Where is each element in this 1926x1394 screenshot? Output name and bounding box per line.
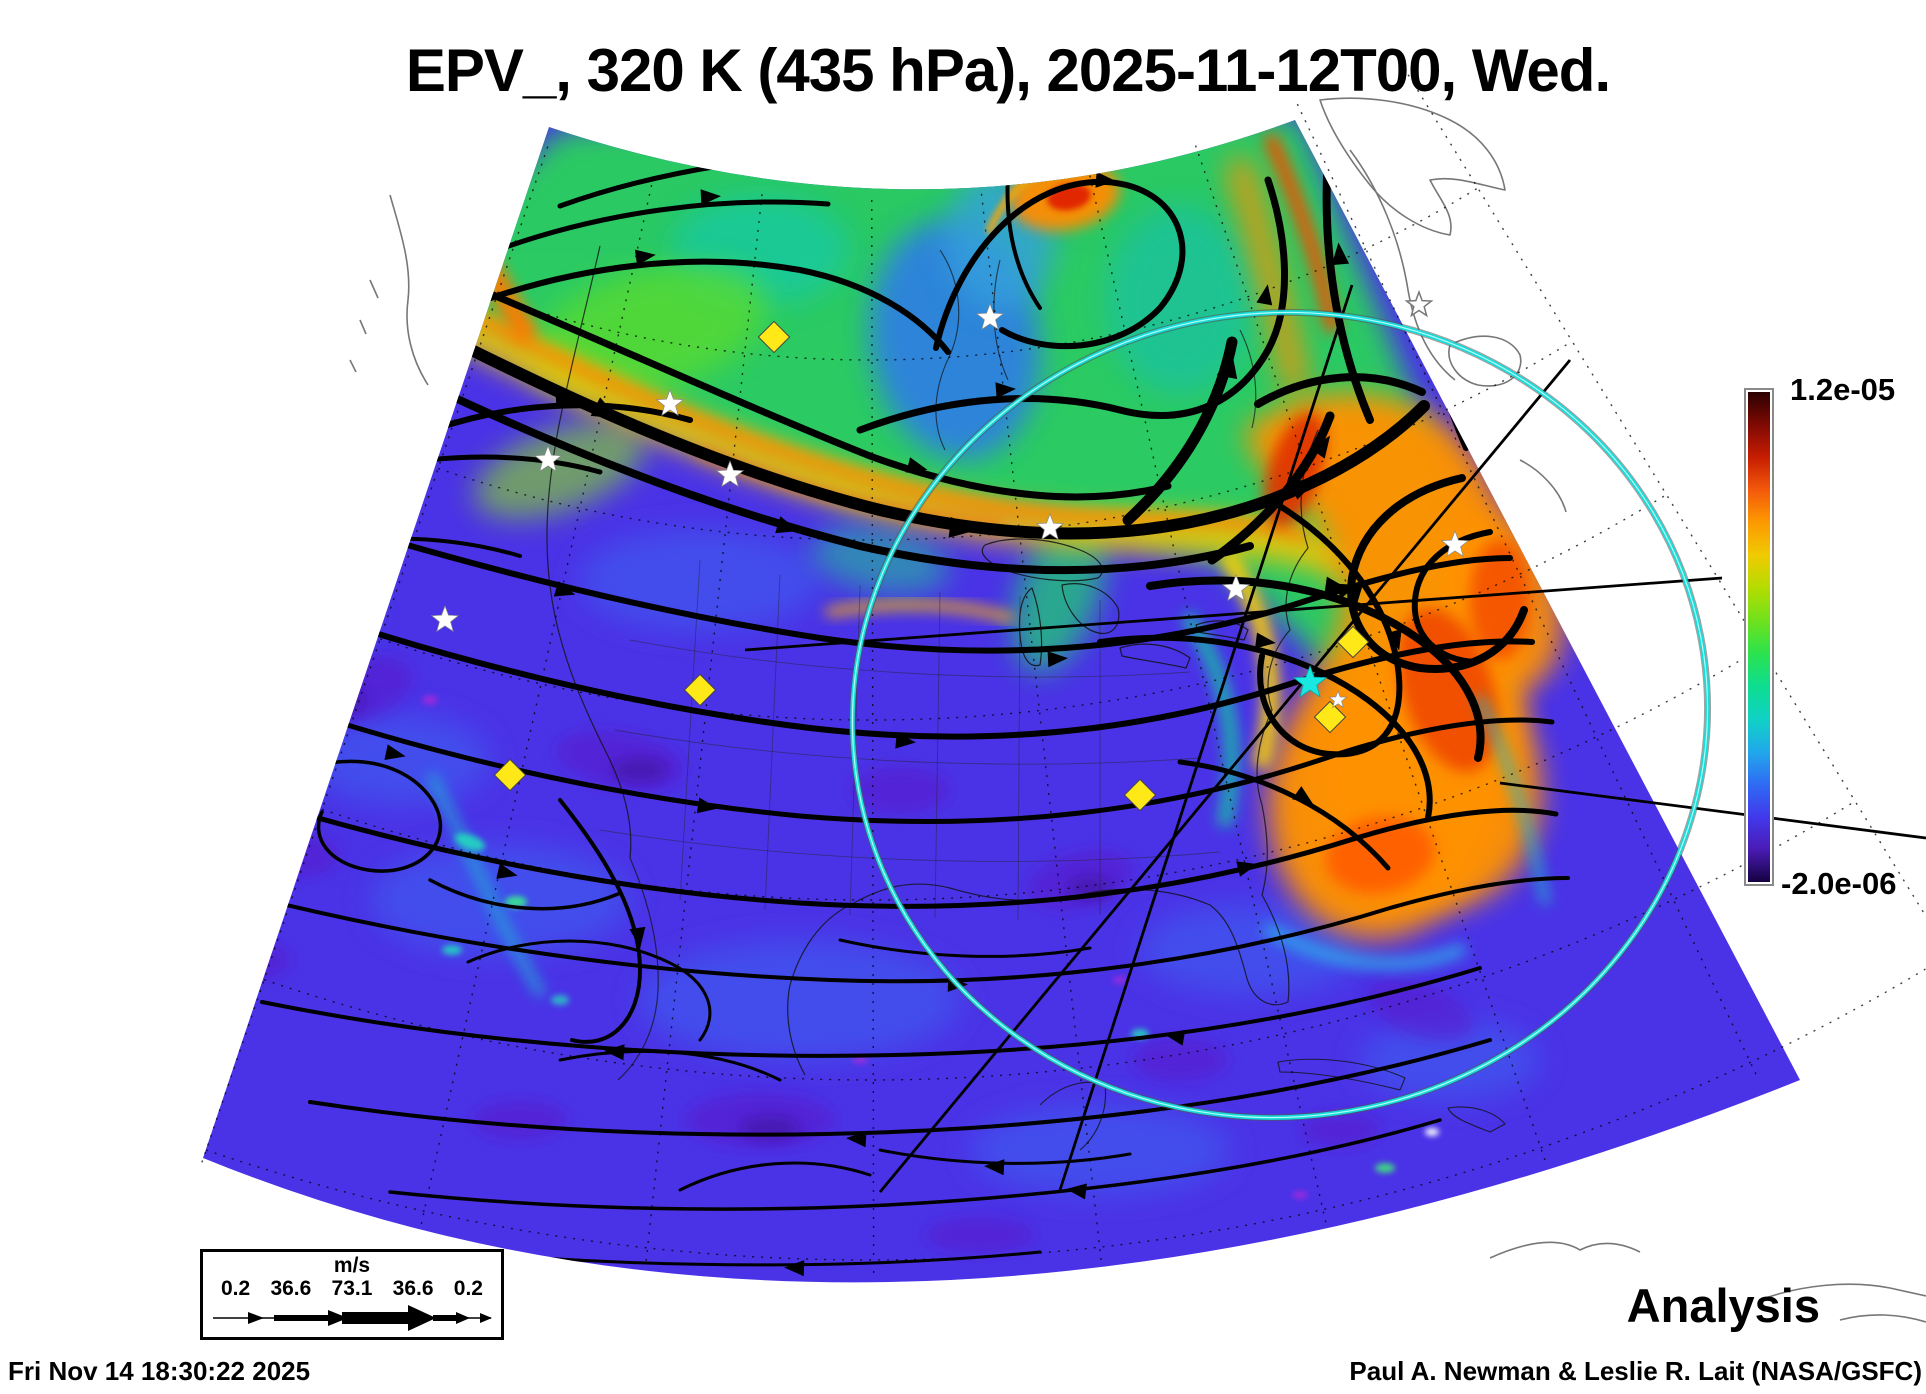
- white-star-marker: [1328, 689, 1348, 709]
- wind-speed-2: 73.1: [331, 1277, 373, 1300]
- wind-units-label: m/s: [333, 1254, 371, 1277]
- white-star-marker: [1035, 513, 1065, 541]
- white-star-marker: [430, 605, 460, 633]
- station-markers: [430, 289, 1470, 812]
- white-star-marker: [533, 445, 563, 473]
- white-star-marker: [655, 389, 685, 417]
- colorbar-max-label: 1.2e-05: [1790, 372, 1896, 407]
- colorbar: [1744, 388, 1774, 886]
- wind-speed-1: 36.6: [270, 1277, 312, 1300]
- cyan-star-marker: [1292, 664, 1328, 698]
- white-star-marker: [975, 303, 1005, 331]
- white-star-marker: [1440, 530, 1470, 558]
- colorbar-min-label: -2.0e-06: [1781, 866, 1897, 901]
- wind-streamlines: [216, 120, 1570, 1267]
- page-title: EPV_, 320 K (435 hPa), 2025-11-12T00, We…: [405, 37, 1611, 104]
- white-star-marker: [715, 460, 745, 488]
- yellow-diamond-marker: [757, 320, 791, 354]
- track-lines: [744, 284, 1926, 1193]
- timestamp: Fri Nov 14 18:30:22 2025: [8, 1356, 311, 1386]
- wind-speed-3: 36.6: [392, 1277, 434, 1300]
- range-ring: [848, 308, 1712, 1122]
- credit: Paul A. Newman & Leslie R. Lait (NASA/GS…: [1349, 1356, 1922, 1386]
- wind-speed-values: 0.2 36.6 73.1 36.6 0.2: [203, 1278, 501, 1300]
- yellow-diamond-marker: [1123, 778, 1157, 812]
- yellow-diamond-marker: [683, 673, 717, 707]
- coastlines: [546, 245, 1506, 1151]
- yellow-diamond-marker: [1336, 625, 1370, 659]
- yellow-diamond-marker: [1313, 700, 1347, 734]
- colorbar-gradient: [1748, 392, 1770, 882]
- wind-speed-scale-arrow: [213, 1305, 492, 1331]
- wind-speed-4: 0.2: [453, 1277, 483, 1300]
- wind-speed-0: 0.2: [221, 1277, 251, 1300]
- coastlines-outside-domain: [349, 97, 1926, 1323]
- yellow-diamond-marker: [493, 758, 527, 792]
- wind-speed-legend: m/s 0.2 36.6 73.1 36.6 0.2: [200, 1249, 504, 1340]
- white-star-marker: [1221, 574, 1251, 602]
- outline-star-marker: [1404, 289, 1434, 318]
- status-badge: Analysis: [1626, 1279, 1820, 1332]
